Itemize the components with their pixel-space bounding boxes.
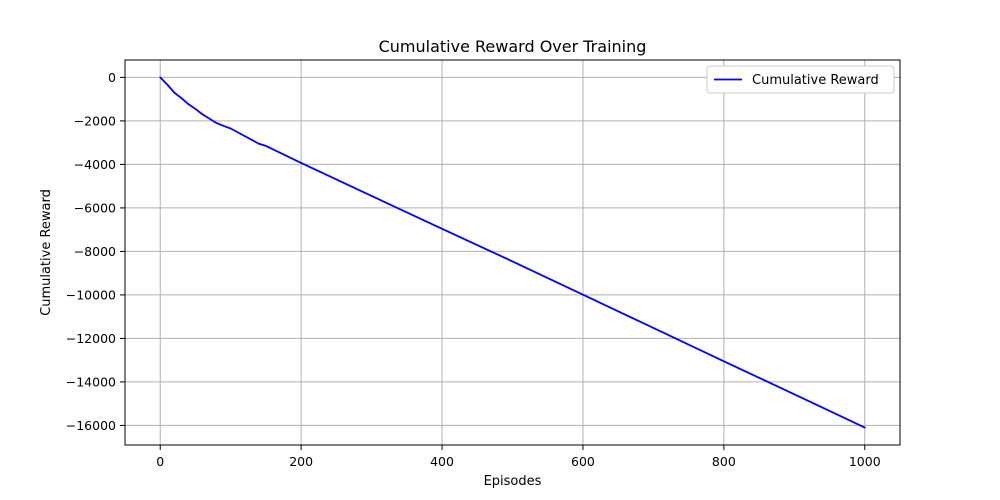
- y-tick-label: −14000: [66, 374, 116, 389]
- y-tick-label: −6000: [74, 200, 116, 215]
- x-tick-label: 800: [712, 454, 736, 469]
- legend-box: [706, 65, 895, 94]
- series-line-cumulative-reward: [159, 76, 866, 429]
- x-tick-label: 600: [571, 454, 595, 469]
- x-tick-label: 200: [289, 454, 313, 469]
- y-tick-label: −16000: [66, 418, 116, 433]
- ticks: 0 200 400 600 800 1000 0 −2000 −4000 −6000 −8000 −1…: [66, 70, 881, 469]
- y-tick-label: −2000: [74, 113, 116, 128]
- plot-area: [125, 60, 900, 445]
- x-tick-label: 0: [156, 454, 164, 469]
- series-layer: [159, 76, 866, 429]
- y-tick-label: −10000: [66, 287, 116, 302]
- y-axis-label: Cumulative Reward: [39, 189, 54, 316]
- grid: [125, 60, 900, 445]
- chart-title: Cumulative Reward Over Training: [379, 37, 647, 56]
- y-tick-label: 0: [108, 70, 116, 85]
- x-axis-label: Episodes: [484, 474, 542, 489]
- legend-label-cumulative-reward: Cumulative Reward: [752, 73, 879, 88]
- legend: Cumulative Reward: [706, 65, 895, 94]
- x-tick-label: 400: [430, 454, 454, 469]
- plot-frame: [124, 59, 901, 446]
- y-tick-label: −4000: [74, 157, 116, 172]
- x-tick-label: 1000: [849, 454, 881, 469]
- y-tick-label: −8000: [74, 244, 116, 259]
- y-tick-label: −12000: [66, 331, 116, 346]
